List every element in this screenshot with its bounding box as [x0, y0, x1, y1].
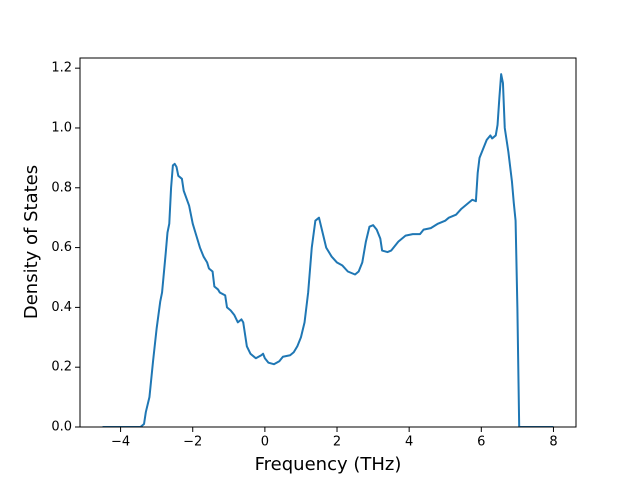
x-tick-label: −4: [111, 435, 130, 450]
y-tick-label: 0.0: [51, 420, 72, 435]
x-tick-label: 4: [405, 435, 413, 450]
x-tick-label: 8: [549, 435, 557, 450]
plot-frame: [79, 57, 577, 428]
x-tick-label: 6: [477, 435, 485, 450]
x-tick-label: −2: [183, 435, 202, 450]
line-series: [102, 73, 554, 427]
y-tick-label: 0.2: [51, 360, 72, 375]
y-tick-label: 0.4: [51, 300, 72, 315]
y-tick-label: 1.2: [51, 61, 72, 76]
x-axis-label: Frequency (THz): [255, 454, 402, 475]
y-axis-label: Density of States: [21, 165, 42, 319]
y-tick-label: 0.8: [51, 180, 72, 195]
x-tick-label: 2: [333, 435, 341, 450]
y-tick-label: 1.0: [51, 120, 72, 135]
y-tick-label: 0.6: [51, 240, 72, 255]
x-tick-label: 0: [261, 435, 269, 450]
